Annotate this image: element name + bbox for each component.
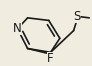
Text: N: N [13, 22, 22, 35]
Text: F: F [47, 52, 53, 65]
Text: S: S [73, 10, 80, 23]
